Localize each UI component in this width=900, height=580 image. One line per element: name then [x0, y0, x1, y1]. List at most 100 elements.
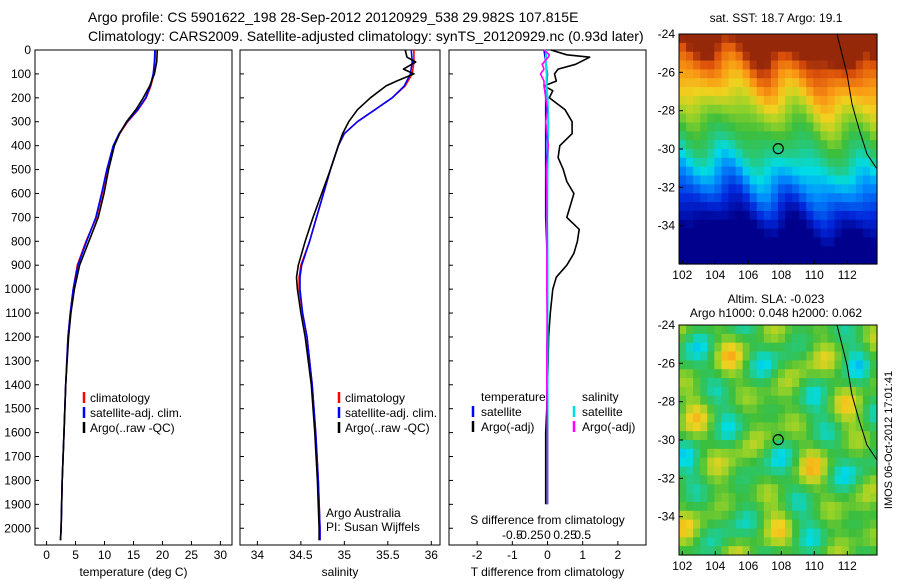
sla-map-cell — [792, 448, 800, 459]
sla-map-cell — [686, 333, 694, 344]
sla-map-cell — [742, 475, 751, 485]
sst-map-field — [679, 34, 878, 265]
sst-map-cell — [813, 87, 822, 97]
sst-map-cell — [848, 175, 857, 185]
owner-annotation: Argo Australia — [326, 506, 401, 520]
sla-map-cell — [721, 413, 730, 423]
sla-map-cell — [799, 537, 807, 547]
sst-map-cell — [862, 210, 871, 221]
sst-map-cell — [693, 140, 701, 150]
sla-map-cell — [806, 501, 814, 512]
sla-map-cell — [785, 440, 793, 450]
sst-map-cell — [827, 122, 836, 132]
sla-map-cell — [735, 440, 744, 450]
sst-map-cell — [728, 210, 737, 221]
legend-label: Argo(..raw -QC) — [90, 421, 175, 435]
sst-map-cell — [742, 34, 751, 44]
sla-map-cell — [749, 440, 758, 450]
sla-map-cell — [749, 493, 758, 503]
sst-map-cell — [749, 149, 758, 159]
sla-map-cell — [686, 378, 694, 388]
sst-map-cell — [714, 131, 723, 141]
sst-map-cell — [721, 113, 730, 124]
sst-map-cell — [827, 113, 836, 124]
sst-map-cell — [813, 95, 822, 106]
sst-map-cell — [679, 210, 687, 221]
sst-map-cell — [756, 69, 765, 79]
sst-map-title: sat. SST: 18.7 Argo: 19.1 — [710, 11, 843, 25]
sla-map-cell — [827, 537, 836, 547]
sla-map-cell — [742, 440, 751, 450]
sst-map-cell — [869, 219, 878, 230]
sst-map-cell — [735, 157, 744, 168]
sla-map-cell — [834, 537, 843, 547]
sst-map-cell — [686, 202, 694, 212]
sla-map-cell — [869, 475, 878, 485]
sst-map-cell — [707, 157, 715, 168]
sla-map-cell — [728, 395, 737, 406]
sst-map-cell — [799, 210, 807, 221]
sla-map-cell — [778, 528, 786, 538]
sst-map-cell — [848, 149, 857, 159]
sst-map-cell — [721, 202, 730, 212]
sla-map-cell — [707, 395, 715, 406]
sla-map-cell — [693, 448, 701, 459]
sla-map-cell — [792, 351, 800, 361]
sla-map-cell — [869, 440, 878, 450]
sla-map-cell — [834, 510, 843, 521]
sla-map-cell — [834, 351, 843, 361]
sla-map-cell — [799, 475, 807, 485]
sst-map-cell — [827, 131, 836, 141]
sst-map-cell — [693, 237, 701, 247]
sla-map-cell — [770, 448, 779, 459]
sla-map-cell — [756, 325, 765, 335]
sst-map-cell — [806, 237, 814, 247]
sst-map-cell — [869, 255, 878, 265]
sst-map-cell — [693, 219, 701, 230]
sst-map-cell — [792, 175, 800, 185]
sst-map-cell — [686, 51, 694, 62]
sst-map-cell — [778, 228, 786, 239]
sst-map-cell — [693, 60, 701, 70]
sst-map-cell — [749, 255, 758, 265]
sst-map-cell — [806, 166, 814, 177]
sst-map-cell — [806, 175, 814, 185]
sla-map-cell — [735, 537, 744, 547]
sst-map-cell — [707, 140, 715, 150]
sla-map-cell — [700, 360, 708, 370]
sst-map-cell — [749, 113, 758, 124]
sla-map-cell — [749, 351, 758, 361]
sst-map-cell — [869, 87, 878, 97]
sst-map-cell — [785, 228, 793, 239]
sla-map-cell — [763, 431, 772, 441]
sst-map-cell — [841, 42, 850, 53]
sst-map-cell — [848, 202, 857, 212]
sla-map-cell — [785, 395, 793, 406]
sla-map-cell — [714, 484, 723, 494]
sst-map-cell — [813, 34, 822, 44]
sst-map-cell — [721, 237, 730, 247]
sla-map-cell — [806, 448, 814, 459]
x-tick-label: 20 — [156, 548, 170, 562]
sla-map-cell — [799, 369, 807, 379]
sst-map-cell — [827, 34, 836, 44]
sst-map-cell — [799, 113, 807, 124]
sst-map-cell — [707, 219, 715, 230]
sla-map-cell — [820, 537, 829, 547]
sst-map-cell — [799, 78, 807, 88]
sla-map-cell — [679, 333, 687, 344]
sla-map-cell — [742, 422, 751, 432]
sst-map-cell — [728, 113, 737, 124]
sla-map-cell — [763, 501, 772, 512]
sla-map-cell — [679, 395, 687, 406]
sst-map-cell — [862, 78, 871, 88]
legend-label: satellite-adj. clim. — [90, 406, 182, 420]
sst-map-cell — [763, 166, 772, 177]
sla-map-cell — [820, 395, 829, 406]
sla-map-cell — [848, 537, 857, 547]
sst-map-cell — [827, 228, 836, 239]
sla-map-cell — [756, 342, 765, 353]
sla-map-cell — [721, 448, 730, 459]
sst-map-cell — [834, 246, 843, 256]
sst-map-cell — [763, 122, 772, 132]
